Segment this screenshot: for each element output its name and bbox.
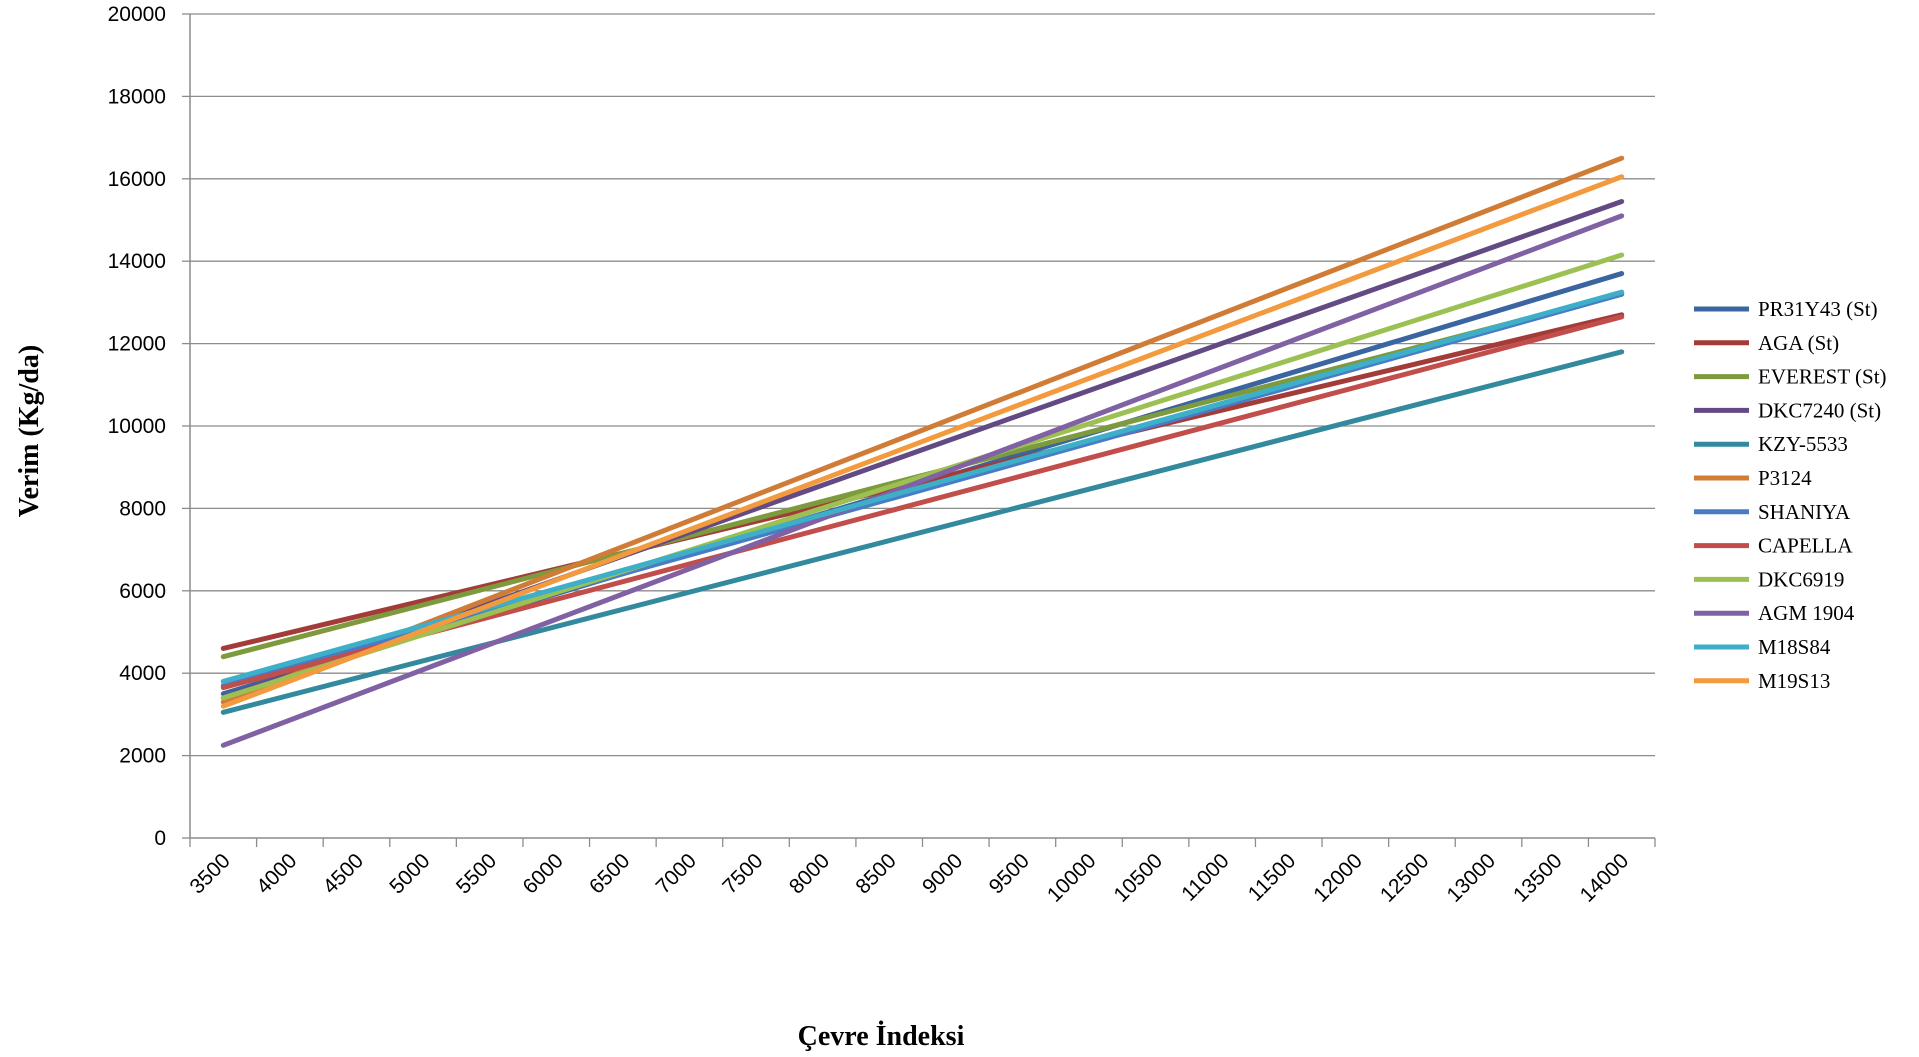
series-lines xyxy=(220,155,1625,748)
series-line xyxy=(220,252,1625,701)
legend-label: M19S13 xyxy=(1758,669,1830,693)
y-tick-label: 14000 xyxy=(108,250,166,273)
legend-label: AGM 1904 xyxy=(1758,601,1855,625)
legend-label: M18S84 xyxy=(1758,635,1831,659)
series-line xyxy=(220,213,1625,748)
x-tick-label: 14000 xyxy=(1576,849,1634,907)
legend-label: KZY-5533 xyxy=(1758,432,1848,456)
x-tick-label: 5500 xyxy=(452,849,501,898)
y-tick-label: 20000 xyxy=(108,3,166,26)
x-axis-ticks: 3500 4000 4500 5000 5500 6000 6500 7000 7500 8000… xyxy=(186,838,1656,907)
x-tick-label: 8500 xyxy=(851,849,900,898)
x-tick-label: 6000 xyxy=(518,849,567,898)
y-tick-label: 12000 xyxy=(108,333,166,356)
x-tick-label: 10000 xyxy=(1043,849,1101,907)
x-tick-label: 8000 xyxy=(785,849,834,898)
y-tick-label: 8000 xyxy=(119,497,166,520)
x-tick-label: 4000 xyxy=(252,849,301,898)
x-tick-label: 12000 xyxy=(1309,849,1367,907)
x-tick-label: 13500 xyxy=(1509,849,1567,907)
x-tick-label: 10500 xyxy=(1110,849,1168,907)
x-tick-label: 13000 xyxy=(1442,849,1500,907)
x-tick-label: 7500 xyxy=(718,849,767,898)
legend-label: SHANIYA xyxy=(1758,500,1851,524)
x-tick-label: 3500 xyxy=(186,849,235,898)
y-tick-label: 16000 xyxy=(108,168,166,191)
y-axis-title: Verim (Kg/da) xyxy=(14,345,45,517)
x-tick-label: 9000 xyxy=(918,849,967,898)
legend-label: CAPELLA xyxy=(1758,534,1853,558)
legend-label: DKC6919 xyxy=(1758,567,1844,591)
x-tick-label: 7000 xyxy=(652,849,701,898)
legend-label: AGA (St) xyxy=(1758,331,1839,355)
x-tick-label: 5000 xyxy=(385,849,434,898)
legend-label: DKC7240 (St) xyxy=(1758,398,1881,422)
x-tick-label: 11000 xyxy=(1177,849,1233,905)
y-tick-label: 2000 xyxy=(119,745,166,768)
y-tick-label: 18000 xyxy=(108,85,166,108)
series-line xyxy=(220,155,1625,705)
legend-label: EVEREST (St) xyxy=(1758,365,1887,389)
axes xyxy=(189,14,1655,839)
x-tick-label: 6500 xyxy=(585,849,634,898)
legend-label: PR31Y43 (St) xyxy=(1758,297,1878,321)
x-tick-label: 12500 xyxy=(1376,849,1434,907)
gridlines xyxy=(190,13,1655,757)
y-tick-label: 4000 xyxy=(119,662,166,685)
series-line xyxy=(220,289,1625,684)
y-tick-label: 6000 xyxy=(119,580,166,603)
legend: PR31Y43 (St) AGA (St) EVEREST (St) DKC7240 … xyxy=(1694,297,1887,693)
x-tick-label: 11500 xyxy=(1244,849,1300,905)
series-line xyxy=(220,174,1625,709)
legend-label: P3124 xyxy=(1758,466,1812,490)
y-axis-ticks: 0 2000 4000 6000 8000 10000 12000 14000 16000 180… xyxy=(108,3,190,850)
x-axis-title: Çevre İndeksi xyxy=(798,1021,965,1052)
x-tick-label: 9500 xyxy=(985,849,1034,898)
x-tick-label: 4500 xyxy=(319,849,368,898)
y-tick-label: 10000 xyxy=(108,415,166,438)
y-tick-label: 0 xyxy=(154,827,166,850)
series-line xyxy=(220,349,1625,715)
